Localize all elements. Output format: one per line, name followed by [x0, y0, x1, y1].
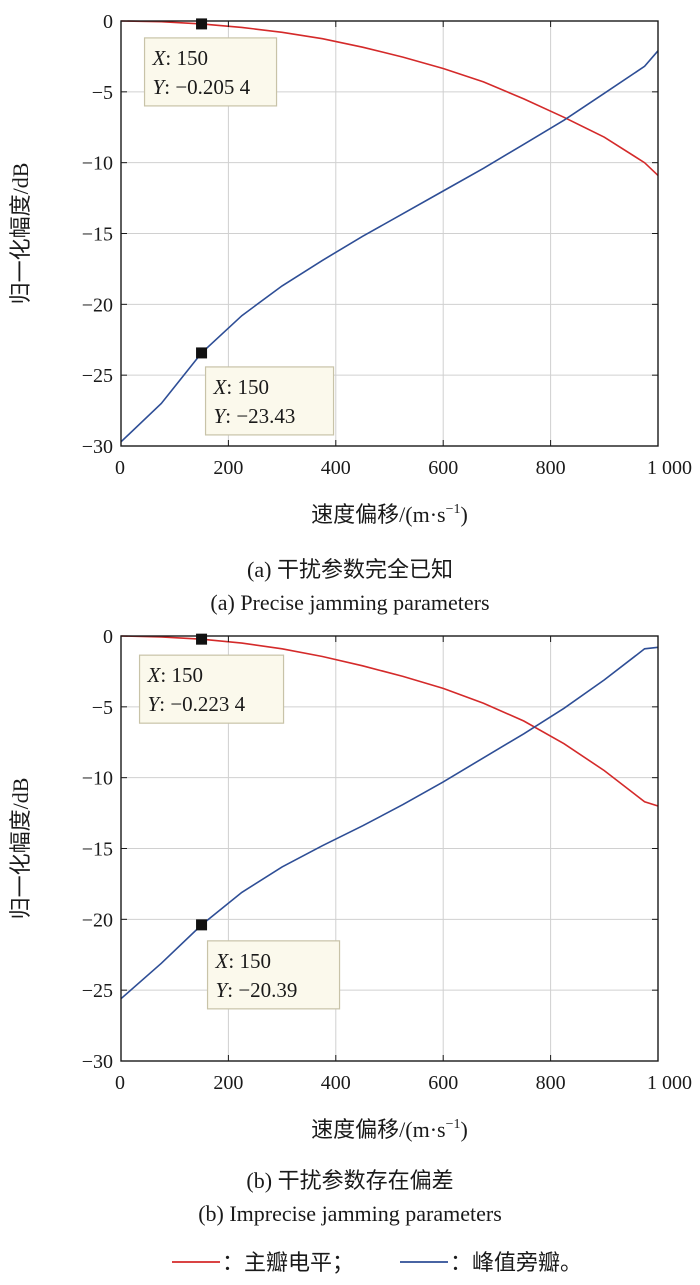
x-axis-title: 速度偏移/(m·s−1) — [311, 1117, 468, 1142]
datatip-x-text: X: 150 — [215, 949, 271, 973]
datatip-marker — [196, 347, 208, 359]
y-axis-title: 归一化幅度/dB — [8, 163, 33, 305]
datatip-marker — [196, 18, 208, 30]
y-tick-label: −10 — [82, 153, 113, 175]
datatip-y-text: Y: −20.39 — [216, 978, 298, 1002]
x-tick-label: 400 — [321, 1072, 351, 1094]
caption-en: (b) Imprecise jamming parameters — [198, 1201, 502, 1226]
peak-sidelobe-series-line — [120, 646, 659, 1000]
main-lobe-series-line — [120, 635, 659, 807]
datatip-x-text: X: 150 — [213, 375, 269, 399]
y-tick-label: −15 — [82, 839, 113, 861]
chart-b: 0 200 400 600 800 1 000 0 −5 −10 −15 −20 −25 −30 归一化幅… — [8, 626, 692, 1226]
x-tick-label: 1 000 — [647, 1072, 692, 1094]
x-tick-label: 0 — [115, 1072, 125, 1094]
datatip-y-text: Y: −23.43 — [214, 404, 296, 428]
datatip-marker — [196, 633, 208, 645]
peak-sidelobe-series-line — [120, 50, 659, 443]
datatip-box — [204, 366, 335, 436]
datatip-x-text: X: 150 — [152, 46, 208, 70]
main-lobe-series-line — [120, 20, 659, 176]
x-tick-label: 400 — [321, 457, 351, 479]
y-tick-label: −20 — [82, 909, 113, 931]
y-tick-label: −30 — [82, 436, 113, 458]
datatip-y-text: Y: −0.205 4 — [153, 75, 251, 99]
datatip-x-text: X: 150 — [147, 663, 203, 687]
chart-a: 0 200 400 600 800 1 000 0 −5 −10 −15 −20 −25 −30 归一化幅… — [8, 11, 692, 615]
y-tick-label: −20 — [82, 294, 113, 316]
y-tick-label: −30 — [82, 1051, 113, 1073]
y-tick-label: −10 — [82, 768, 113, 790]
x-tick-label: 600 — [428, 1072, 458, 1094]
x-tick-label: 800 — [536, 457, 566, 479]
legend-label-main-lobe: ：主瓣电平； — [222, 1250, 354, 1275]
x-tick-label: 200 — [213, 457, 243, 479]
y-axis-title: 归一化幅度/dB — [8, 778, 33, 920]
caption-cn: (a) 干扰参数完全已知 — [247, 557, 453, 582]
datatip-box — [138, 654, 285, 724]
caption-en: (a) Precise jamming parameters — [210, 590, 489, 615]
x-tick-label: 1 000 — [647, 457, 692, 479]
x-axis-title: 速度偏移/(m·s−1) — [311, 502, 468, 527]
x-tick-label: 600 — [428, 457, 458, 479]
caption-cn: (b) 干扰参数存在偏差 — [246, 1168, 453, 1193]
datatip-box — [206, 940, 341, 1010]
y-tick-label: −5 — [92, 697, 113, 719]
x-tick-label: 0 — [115, 457, 125, 479]
datatip-marker — [196, 919, 208, 931]
legend-label-peak-sidelobe: ：峰值旁瓣。 — [450, 1250, 582, 1275]
y-tick-label: −25 — [82, 980, 113, 1002]
x-tick-label: 800 — [536, 1072, 566, 1094]
y-tick-label: 0 — [103, 626, 113, 648]
y-tick-label: −5 — [92, 82, 113, 104]
y-tick-label: −15 — [82, 224, 113, 246]
y-tick-label: −25 — [82, 365, 113, 387]
datatip-box — [143, 37, 278, 107]
legend: ：主瓣电平； ：峰值旁瓣。 — [172, 1250, 582, 1275]
datatip-y-text: Y: −0.223 4 — [148, 692, 246, 716]
y-tick-label: 0 — [103, 11, 113, 33]
x-tick-label: 200 — [213, 1072, 243, 1094]
